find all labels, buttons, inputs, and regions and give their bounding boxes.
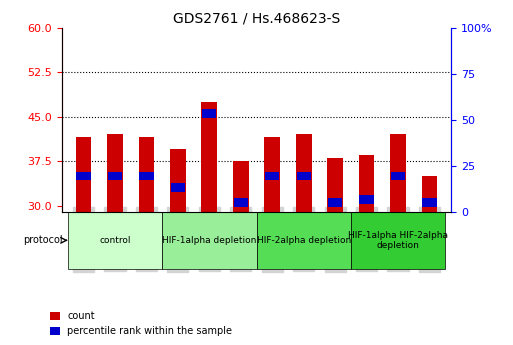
Bar [296,135,311,211]
Bar [171,184,185,192]
Bar [108,171,122,180]
Bar [170,149,186,211]
Text: HIF-1alpha HIF-2alpha
depletion: HIF-1alpha HIF-2alpha depletion [348,231,448,250]
Bar [390,135,406,211]
Text: protocol: protocol [24,235,63,245]
Bar [76,137,91,211]
Bar [139,137,154,211]
Text: HIF-2alpha depletion: HIF-2alpha depletion [256,236,351,245]
Bar [140,171,153,180]
Bar [391,171,405,180]
Bar [327,158,343,211]
Bar [76,171,91,180]
Bar [360,195,373,204]
FancyBboxPatch shape [162,211,256,269]
Bar [202,102,217,211]
Bar [265,171,279,180]
Bar [234,198,248,207]
FancyBboxPatch shape [68,211,162,269]
FancyBboxPatch shape [351,211,445,269]
Title: GDS2761 / Hs.468623-S: GDS2761 / Hs.468623-S [173,11,340,25]
FancyBboxPatch shape [256,211,351,269]
Text: control: control [99,236,131,245]
Bar [233,161,249,211]
Bar [297,171,311,180]
Bar [359,155,374,211]
Bar [202,109,216,118]
Bar [107,135,123,211]
Legend: count, percentile rank within the sample: count, percentile rank within the sample [46,307,236,340]
Text: HIF-1alpha depletion: HIF-1alpha depletion [162,236,256,245]
Bar [422,198,437,207]
Bar [328,198,342,207]
Bar [422,176,437,211]
Bar [264,137,280,211]
